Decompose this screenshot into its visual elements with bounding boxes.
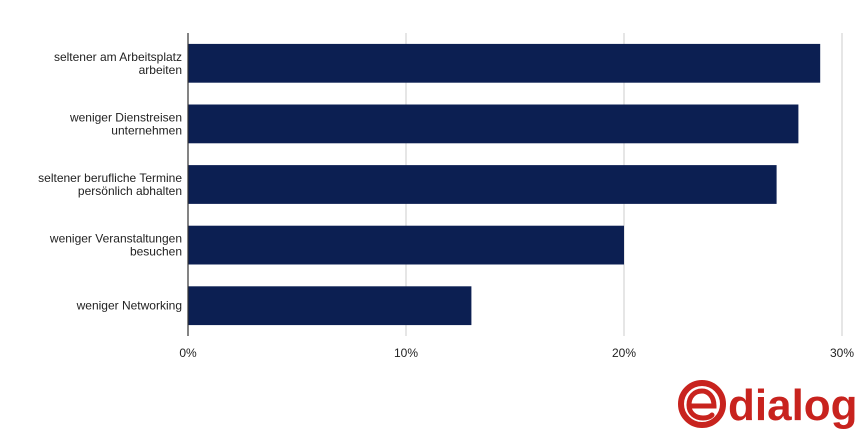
- logo-text: dialog: [728, 381, 856, 430]
- x-tick-label: 0%: [179, 346, 197, 360]
- category-label-line: persönlich abhalten: [78, 184, 182, 198]
- bar: [188, 225, 624, 265]
- category-label: seltener am Arbeitsplatz arbeiten: [54, 50, 182, 77]
- category-label: weniger Networking: [76, 299, 182, 313]
- category-label: weniger Dienstreisen unternehmen: [69, 110, 182, 137]
- bar: [188, 286, 472, 326]
- category-label-line: seltener am Arbeitsplatz: [54, 50, 182, 64]
- category-labels: seltener am Arbeitsplatz arbeiten weniger …: [38, 50, 182, 313]
- category-label-line: weniger Networking: [76, 299, 182, 313]
- category-label-line: arbeiten: [139, 63, 182, 77]
- x-tick-label: 10%: [394, 346, 418, 360]
- bar: [188, 165, 777, 204]
- category-label-line: seltener berufliche Termine: [38, 171, 182, 185]
- category-label-line: weniger Veranstaltungen: [49, 232, 182, 246]
- bar: [188, 43, 821, 83]
- bar: [188, 104, 799, 144]
- category-label: seltener berufliche Termine persönlich ab…: [38, 171, 182, 198]
- edialog-logo: dialog: [678, 380, 856, 430]
- category-label-line: besuchen: [130, 245, 182, 259]
- x-tick-label: 30%: [830, 346, 854, 360]
- x-tick-label: 20%: [612, 346, 636, 360]
- category-label-line: unternehmen: [111, 123, 182, 137]
- x-axis-ticks: 0% 10% 20% 30%: [179, 346, 854, 360]
- bars: [188, 43, 821, 326]
- category-label-line: weniger Dienstreisen: [69, 110, 182, 124]
- e-circle-logo-icon: [678, 380, 726, 428]
- category-label: weniger Veranstaltungen besuchen: [49, 232, 182, 259]
